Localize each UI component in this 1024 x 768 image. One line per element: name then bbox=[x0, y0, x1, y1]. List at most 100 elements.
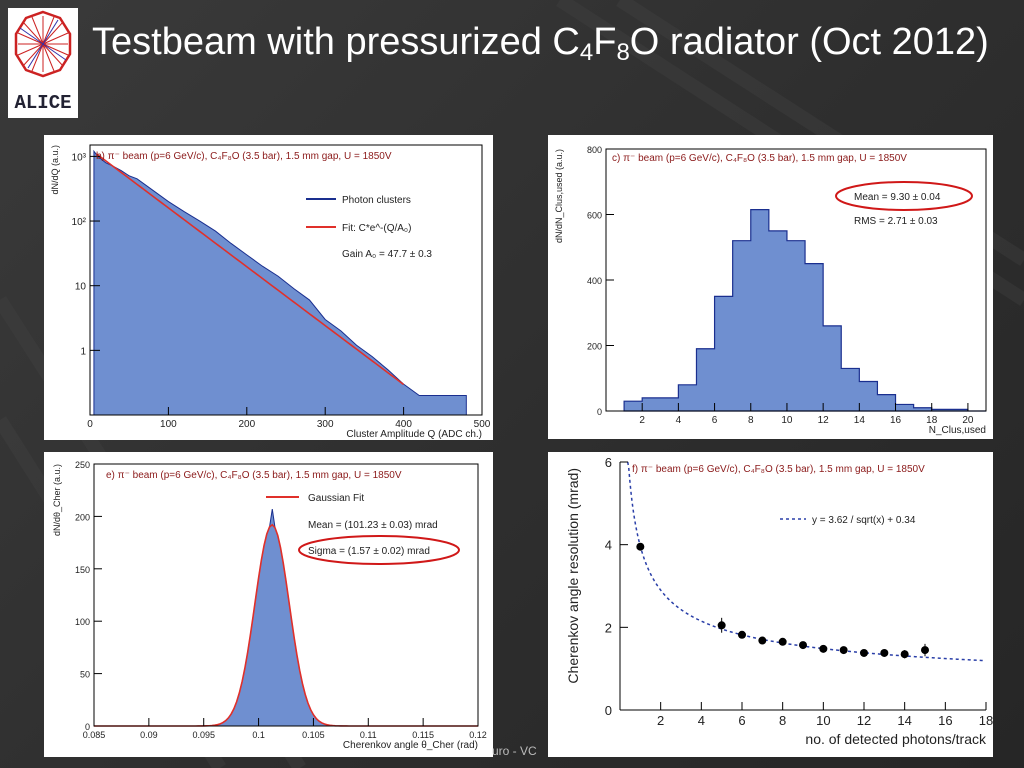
chart-e: 0.085 0.09 0.095 0.1 0.105 0.11 0.115 0.12 0 50 10… bbox=[52, 460, 487, 751]
chart-title: b) π⁻ beam (p=6 GeV/c), C₄F₈O (3.5 bar),… bbox=[96, 151, 392, 162]
data-point bbox=[860, 648, 868, 657]
x-tick-label: 20 bbox=[962, 415, 974, 426]
x-tick-label: 200 bbox=[238, 419, 255, 430]
legend-label: Gaussian Fit bbox=[308, 493, 364, 504]
x-tick-label: 500 bbox=[474, 419, 491, 430]
x-tick-label: 0.095 bbox=[192, 730, 215, 740]
x-tick-label: 0.085 bbox=[83, 730, 106, 740]
x-tick-label: 0.115 bbox=[412, 730, 434, 740]
y-tick-label: 50 bbox=[80, 670, 90, 680]
y-axis-label: dN/dQ (a.u.) bbox=[50, 145, 60, 195]
x-tick-label: 16 bbox=[890, 415, 902, 426]
x-tick-label: 0.105 bbox=[302, 730, 325, 740]
x-axis-label: no. of detected photons/track bbox=[805, 731, 987, 747]
x-tick-label: 0 bbox=[87, 419, 93, 430]
y-tick-label: 400 bbox=[587, 276, 602, 286]
y-tick-label: 0 bbox=[597, 407, 602, 417]
chart-title: f) π⁻ beam (p=6 GeV/c), C₄F₈O (3.5 bar),… bbox=[632, 464, 925, 475]
y-tick-label: 1 bbox=[80, 346, 86, 357]
x-axis-label: Cherenkov angle θ_Cher (rad) bbox=[343, 740, 478, 751]
y-axis-label: dN/dN_Clus,used (a.u.) bbox=[554, 149, 564, 243]
fit-line bbox=[95, 153, 405, 386]
y-tick-label: 600 bbox=[587, 211, 602, 221]
slide-title: Testbeam with pressurized C4F8O radiator… bbox=[92, 18, 992, 66]
data-point bbox=[636, 542, 645, 551]
data-point bbox=[839, 646, 848, 655]
chart-panel-e: 0.085 0.09 0.095 0.1 0.105 0.11 0.115 0.12 0 50 10… bbox=[44, 452, 493, 757]
y-tick-label: 2 bbox=[605, 620, 612, 635]
y-tick-label: 10 bbox=[75, 282, 87, 293]
x-tick-label: 12 bbox=[857, 713, 871, 728]
stats-mean: Mean = 9.30 ± 0.04 bbox=[854, 192, 941, 203]
x-axis-label: N_Clus,used bbox=[929, 425, 986, 436]
y-tick-label: 150 bbox=[75, 565, 90, 575]
data-point bbox=[819, 644, 828, 653]
x-tick-label: 2 bbox=[657, 713, 664, 728]
histogram-area bbox=[623, 208, 986, 412]
x-tick-label: 8 bbox=[748, 415, 754, 426]
x-tick-label: 6 bbox=[738, 713, 745, 728]
y-tick-label: 6 bbox=[605, 455, 612, 470]
x-tick-label: 14 bbox=[854, 415, 866, 426]
x-tick-label: 18 bbox=[979, 713, 993, 728]
y-tick-label: 10³ bbox=[72, 152, 87, 163]
x-tick-label: 16 bbox=[938, 713, 952, 728]
legend-label: Fit: C*e^-(Q/A₀) bbox=[342, 223, 411, 234]
y-tick-label: 250 bbox=[75, 460, 90, 470]
y-tick-label: 200 bbox=[587, 342, 602, 352]
x-tick-label: 0.11 bbox=[360, 730, 377, 740]
title-sub2: 8 bbox=[616, 39, 630, 66]
chart-title: c) π⁻ beam (p=6 GeV/c), C₄F₈O (3.5 bar),… bbox=[612, 153, 907, 164]
title-sub1: 4 bbox=[579, 39, 594, 66]
x-tick-label: 100 bbox=[160, 419, 177, 430]
legend-label: y = 3.62 / sqrt(x) + 0.34 bbox=[812, 515, 916, 526]
footer-text: uro - VC bbox=[492, 744, 537, 758]
title-part1: Testbeam with pressurized C bbox=[92, 21, 580, 63]
x-tick-label: 300 bbox=[317, 419, 334, 430]
data-point bbox=[738, 630, 746, 639]
chart-f: 2 4 6 8 10 12 14 16 18 0 2 4 6 f) π⁻ beam (p=6 GeV/c)… bbox=[565, 455, 993, 747]
logo-text: ALICE bbox=[14, 92, 71, 114]
alice-logo-icon: ALICE bbox=[14, 10, 72, 114]
y-tick-label: 4 bbox=[605, 538, 612, 553]
chart-title: e) π⁻ beam (p=6 GeV/c), C₄F₈O (3.5 bar),… bbox=[106, 470, 402, 481]
data-point bbox=[758, 636, 767, 645]
y-tick-label: 10² bbox=[72, 217, 87, 228]
stats-mean: Mean = (101.23 ± 0.03) mrad bbox=[308, 520, 438, 531]
data-point bbox=[880, 648, 889, 657]
chart-b: 0 100 200 300 400 500 1 10 10² 10³ b) π⁻ beam (p=6… bbox=[50, 144, 491, 440]
stats-sigma: Sigma = (1.57 ± 0.02) mrad bbox=[308, 546, 430, 557]
x-tick-label: 8 bbox=[779, 713, 786, 728]
data-point bbox=[778, 637, 787, 646]
chart-panel-b: 0 100 200 300 400 500 1 10 10² 10³ b) π⁻ beam (p=6… bbox=[44, 135, 493, 440]
x-tick-label: 4 bbox=[676, 415, 682, 426]
y-axis-label: Cherenkov angle resolution (mrad) bbox=[565, 468, 581, 684]
chart-panel-f: 2 4 6 8 10 12 14 16 18 0 2 4 6 f) π⁻ beam (p=6 GeV/c)… bbox=[548, 452, 993, 757]
x-tick-label: 18 bbox=[926, 415, 938, 426]
x-tick-label: 10 bbox=[781, 415, 793, 426]
y-tick-label: 800 bbox=[587, 145, 602, 155]
title-part3: O radiator (Oct 2012) bbox=[629, 21, 989, 63]
y-axis-label: dN/dθ_Cher (a.u.) bbox=[52, 464, 62, 536]
x-tick-label: 0.1 bbox=[252, 730, 265, 740]
x-tick-label: 4 bbox=[698, 713, 705, 728]
x-tick-label: 0.12 bbox=[469, 730, 487, 740]
data-point bbox=[717, 621, 726, 630]
series-photon-clusters-area bbox=[93, 149, 467, 416]
data-point bbox=[921, 646, 929, 655]
x-tick-label: 0.09 bbox=[140, 730, 158, 740]
legend-label: Gain A₀ = 47.7 ± 0.3 bbox=[342, 249, 432, 260]
x-tick-label: 6 bbox=[712, 415, 718, 426]
x-axis-label: Cluster Amplitude Q (ADC ch.) bbox=[346, 429, 482, 440]
x-tick-label: 10 bbox=[816, 713, 830, 728]
y-tick-label: 0 bbox=[85, 722, 90, 732]
alice-logo: ALICE bbox=[8, 8, 78, 118]
x-tick-label: 12 bbox=[818, 415, 830, 426]
data-point bbox=[900, 650, 909, 659]
y-tick-label: 0 bbox=[605, 703, 612, 718]
title-part2: F bbox=[593, 21, 617, 63]
x-tick-label: 14 bbox=[897, 713, 911, 728]
y-tick-label: 200 bbox=[75, 512, 90, 522]
plot-frame bbox=[89, 144, 483, 416]
